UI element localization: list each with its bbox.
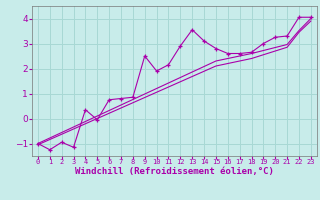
X-axis label: Windchill (Refroidissement éolien,°C): Windchill (Refroidissement éolien,°C)	[75, 167, 274, 176]
